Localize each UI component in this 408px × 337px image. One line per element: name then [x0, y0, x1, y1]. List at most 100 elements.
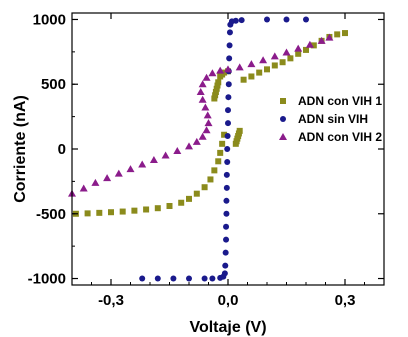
data-point	[232, 17, 239, 24]
data-point	[166, 202, 173, 209]
data-point	[198, 95, 207, 103]
data-point	[225, 94, 232, 101]
data-point	[295, 50, 302, 57]
data-point	[235, 63, 244, 71]
data-point	[202, 73, 211, 81]
series-3	[68, 33, 334, 197]
data-point	[264, 66, 270, 73]
legend: ADN con VIH 1 ADN sin VIH ADN con VIH 2	[279, 94, 382, 144]
data-point	[223, 171, 230, 178]
data-point	[222, 262, 229, 269]
data-point	[149, 156, 158, 164]
data-point	[303, 16, 309, 23]
data-point	[196, 88, 205, 96]
data-point	[334, 31, 341, 38]
data-point	[224, 158, 231, 165]
data-point	[193, 190, 200, 197]
data-point	[202, 126, 211, 134]
data-point	[186, 275, 192, 282]
y-tick-label: -1000	[28, 271, 66, 288]
data-point	[192, 137, 201, 145]
data-point	[114, 169, 123, 177]
data-point	[79, 184, 88, 192]
data-point	[325, 33, 334, 41]
data-point	[303, 46, 309, 53]
data-point	[96, 209, 103, 216]
data-point	[224, 146, 231, 152]
legend-marker	[280, 116, 286, 122]
data-point	[154, 205, 161, 212]
x-tick-label: 0,0	[218, 292, 239, 309]
data-point	[203, 111, 212, 119]
data-point	[204, 119, 213, 127]
data-point	[212, 92, 219, 99]
data-point	[154, 275, 161, 282]
data-point	[247, 60, 256, 68]
y-tick-label: 500	[41, 76, 66, 93]
data-point	[294, 44, 303, 52]
data-point	[238, 17, 245, 24]
data-point	[310, 42, 317, 49]
data-point	[201, 103, 210, 111]
series-2	[139, 16, 309, 282]
data-point	[305, 40, 314, 48]
y-axis-title: Corriente (nA)	[12, 95, 29, 203]
data-point	[221, 131, 228, 138]
data-point	[139, 275, 146, 282]
data-point	[207, 176, 214, 183]
data-point	[211, 95, 218, 102]
data-point	[248, 73, 255, 80]
data-point	[170, 275, 177, 282]
data-point	[212, 89, 219, 96]
legend-label: ADN con VIH 1	[298, 94, 382, 108]
y-tick-label: -500	[36, 206, 66, 223]
legend-label: ADN sin VIH	[298, 112, 368, 126]
x-tick-label: 0,3	[335, 292, 356, 309]
data-point	[219, 140, 226, 147]
data-point	[215, 158, 222, 165]
data-point	[138, 160, 147, 168]
legend-marker	[280, 98, 286, 104]
data-point	[226, 29, 233, 36]
data-point	[223, 210, 230, 217]
data-point	[161, 151, 170, 159]
data-point	[236, 127, 243, 134]
data-point	[119, 208, 126, 215]
data-point	[213, 85, 220, 92]
data-point	[270, 52, 279, 60]
data-point	[173, 146, 182, 154]
data-point	[271, 62, 278, 69]
data-point	[317, 36, 326, 44]
data-point	[209, 275, 216, 282]
data-point	[108, 209, 114, 216]
legend-label: ADN con VIH 2	[298, 130, 382, 144]
data-point	[225, 120, 231, 127]
data-point	[201, 275, 208, 282]
data-point	[240, 76, 247, 83]
data-point	[185, 142, 193, 150]
data-point	[178, 199, 185, 206]
data-point	[264, 16, 270, 23]
data-point	[342, 30, 348, 37]
data-point	[259, 56, 268, 64]
data-point	[221, 69, 228, 76]
data-point	[256, 69, 263, 76]
data-point	[131, 207, 138, 214]
data-point	[224, 65, 232, 73]
data-point	[226, 42, 233, 49]
data-point	[211, 167, 218, 174]
x-axis-title: Voltaje (V)	[189, 319, 266, 336]
data-point	[223, 223, 230, 230]
axis-layer: -0,3 0,0 0,3 -1000 -500 0 500 1000	[28, 11, 385, 309]
data-point	[282, 48, 291, 56]
data-point	[221, 270, 228, 277]
series-1	[72, 30, 348, 217]
data-point	[223, 236, 230, 243]
data-point	[208, 69, 217, 77]
data-point	[226, 55, 233, 62]
legend-marker	[279, 133, 287, 140]
data-point	[279, 59, 286, 66]
data-point	[186, 195, 192, 202]
data-point	[198, 132, 207, 140]
